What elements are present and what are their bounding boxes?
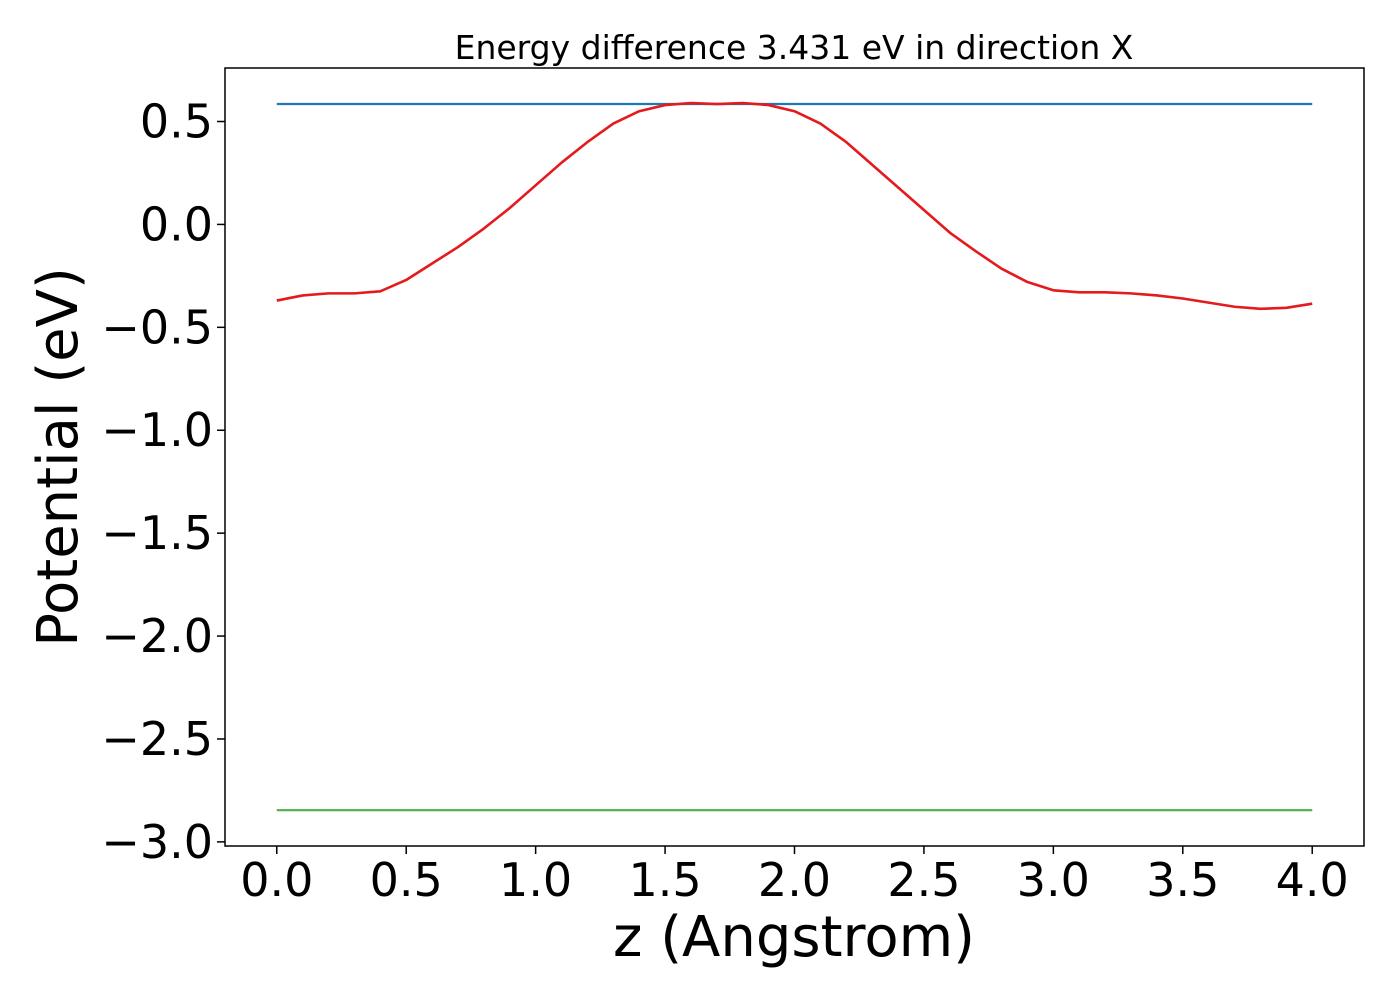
series-line-1 [276,101,1313,311]
y-axis-ticks: 0.5 0.0 −0.5 −1.0 −1.5 −2.0 −2.5 −3.0 [101,95,225,869]
x-tick-label: 3.5 [1146,853,1219,907]
y-tick-label: −0.5 [101,300,213,354]
y-tick-label: −2.5 [101,712,213,766]
x-tick-label: 2.0 [758,853,831,907]
y-axis-label: Potential (eV) [26,267,91,647]
x-tick-label: 0.0 [240,853,313,907]
y-tick-label: −1.5 [101,506,213,560]
x-tick-label: 4.0 [1276,853,1349,907]
x-axis-label: z (Angstrom) [613,905,975,970]
series-layer [276,101,1313,812]
y-tick-label: −2.0 [101,609,213,663]
y-tick-label: −1.0 [101,403,213,457]
y-tick-label: −3.0 [101,815,213,869]
x-tick-label: 1.5 [628,853,701,907]
y-tick-label: 0.0 [140,197,213,251]
x-tick-label: 1.0 [499,853,572,907]
x-axis-ticks: 0.0 0.5 1.0 1.5 2.0 2.5 3.0 3.5 4.0 [240,846,1349,907]
plot-frame [224,67,1365,847]
x-tick-label: 0.5 [370,853,443,907]
x-tick-label: 2.5 [887,853,960,907]
chart-title: Energy difference 3.431 eV in direction … [455,28,1134,67]
x-tick-label: 3.0 [1017,853,1090,907]
y-tick-label: 0.5 [140,95,213,149]
